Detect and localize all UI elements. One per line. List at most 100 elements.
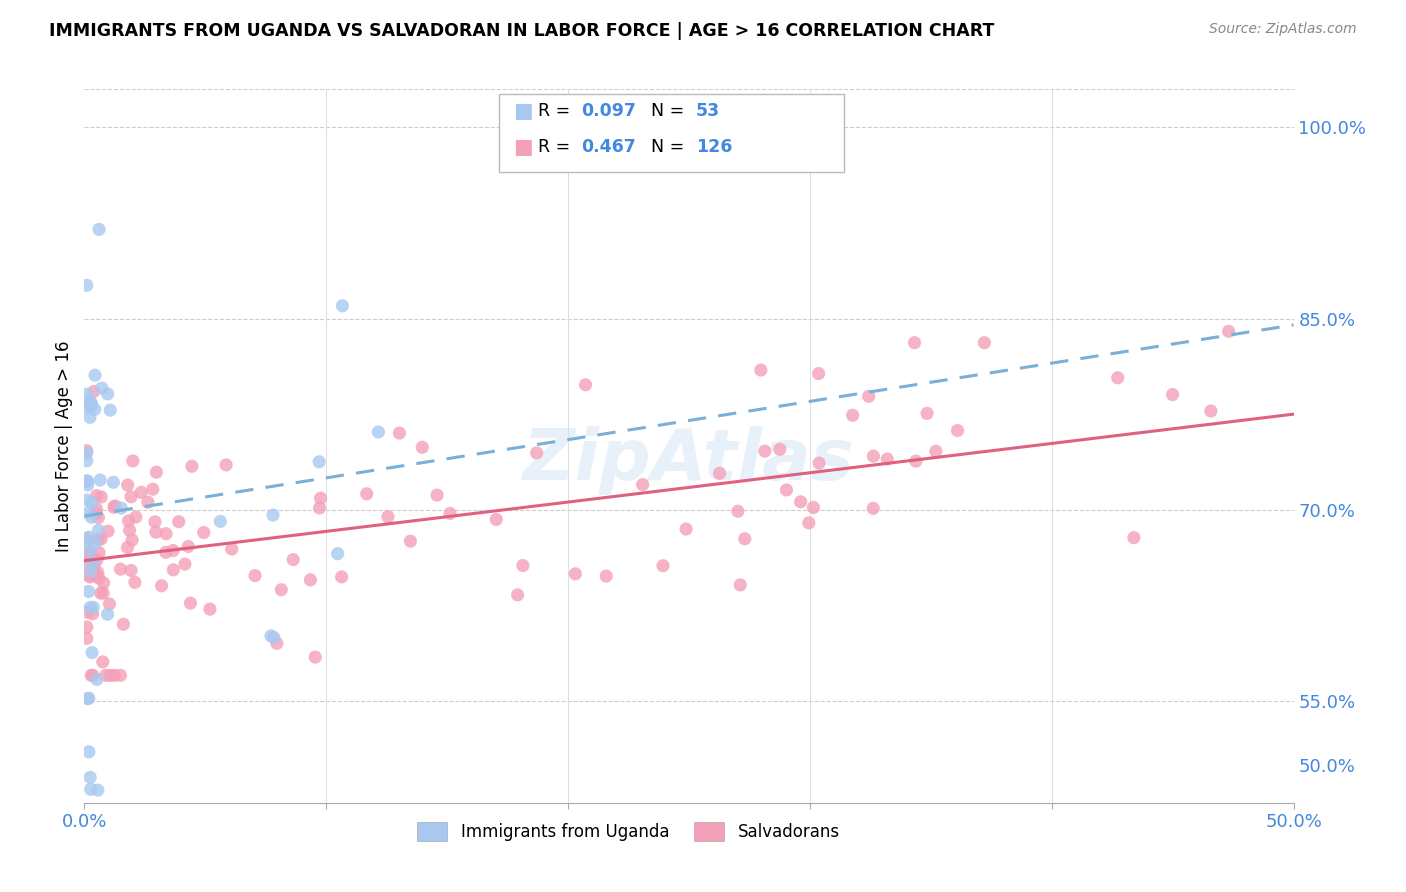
Point [973, 335, 995, 350]
Point [631, 477, 654, 491]
Point [283, 552, 305, 566]
Point [82, 668, 104, 682]
Point [946, 424, 969, 438]
Point [308, 500, 330, 515]
Point [76, 632, 98, 646]
Point [110, 562, 132, 576]
Point [775, 483, 797, 497]
Point [121, 454, 143, 468]
Point [789, 495, 811, 509]
Text: 0.467: 0.467 [581, 138, 636, 156]
Point [87, 571, 110, 585]
Point [86, 569, 108, 583]
Point [76, 446, 98, 460]
Point [118, 524, 141, 538]
Point [411, 440, 433, 454]
Point [87, 783, 110, 797]
Legend: Immigrants from Uganda, Salvadorans: Immigrants from Uganda, Salvadorans [411, 815, 846, 848]
Point [356, 487, 378, 501]
Point [77, 691, 100, 706]
Point [904, 454, 927, 468]
Text: R =: R = [538, 138, 576, 156]
Point [110, 501, 132, 516]
Point [308, 455, 330, 469]
Text: ZipAtlas: ZipAtlas [523, 425, 855, 495]
Point [1107, 370, 1129, 384]
Point [727, 504, 749, 518]
Point [98, 403, 121, 417]
Point [79, 544, 101, 558]
Point [326, 547, 349, 561]
Point [260, 629, 283, 643]
Point [377, 509, 399, 524]
Point [1122, 531, 1144, 545]
Point [330, 570, 353, 584]
Point [399, 534, 422, 549]
Point [86, 553, 108, 567]
Point [117, 478, 139, 492]
Point [80, 646, 103, 660]
Point [103, 668, 125, 682]
Point [79, 600, 101, 615]
Point [90, 532, 112, 546]
Point [76, 534, 98, 549]
Point [749, 363, 772, 377]
Point [76, 454, 98, 468]
Point [439, 507, 461, 521]
Point [807, 367, 830, 381]
Point [167, 515, 190, 529]
Point [270, 582, 292, 597]
Point [76, 278, 98, 293]
Point [91, 586, 114, 600]
Point [79, 770, 101, 784]
Point [858, 389, 880, 403]
Text: R =: R = [538, 103, 576, 120]
Text: IMMIGRANTS FROM UGANDA VS SALVADORAN IN LABOR FORCE | AGE > 16 CORRELATION CHART: IMMIGRANTS FROM UGANDA VS SALVADORAN IN … [49, 22, 994, 40]
Text: N =: N = [651, 138, 690, 156]
Point [87, 566, 110, 580]
Point [262, 508, 284, 522]
Point [903, 335, 925, 350]
Point [117, 541, 139, 555]
Point [83, 402, 105, 417]
Point [124, 575, 146, 590]
Point [652, 558, 675, 573]
Point [87, 523, 110, 537]
Point [730, 578, 752, 592]
Point [263, 631, 285, 645]
Point [76, 557, 98, 571]
Text: Source: ZipAtlas.com: Source: ZipAtlas.com [1209, 22, 1357, 37]
Point [91, 381, 114, 395]
Point [80, 668, 103, 682]
Point [79, 565, 101, 579]
Point [145, 465, 167, 479]
Point [87, 222, 110, 236]
Point [179, 596, 201, 610]
Point [97, 524, 120, 539]
Point [76, 474, 98, 488]
Point [77, 568, 100, 582]
Point [145, 525, 167, 540]
Point [103, 475, 125, 490]
Point [93, 575, 115, 590]
Point [925, 444, 948, 458]
Text: 126: 126 [696, 138, 733, 156]
Point [915, 406, 938, 420]
Point [332, 299, 354, 313]
Point [84, 368, 107, 383]
Point [104, 499, 127, 513]
Text: ■: ■ [513, 137, 533, 157]
Point [150, 579, 173, 593]
Point [97, 607, 120, 622]
Point [80, 496, 103, 510]
Point [80, 395, 103, 409]
Point [76, 691, 98, 706]
Point [808, 456, 831, 470]
Point [180, 459, 202, 474]
Point [243, 568, 266, 582]
Point [80, 400, 103, 414]
Point [80, 510, 103, 524]
Point [76, 606, 98, 620]
Point [76, 443, 98, 458]
Point [215, 458, 238, 472]
